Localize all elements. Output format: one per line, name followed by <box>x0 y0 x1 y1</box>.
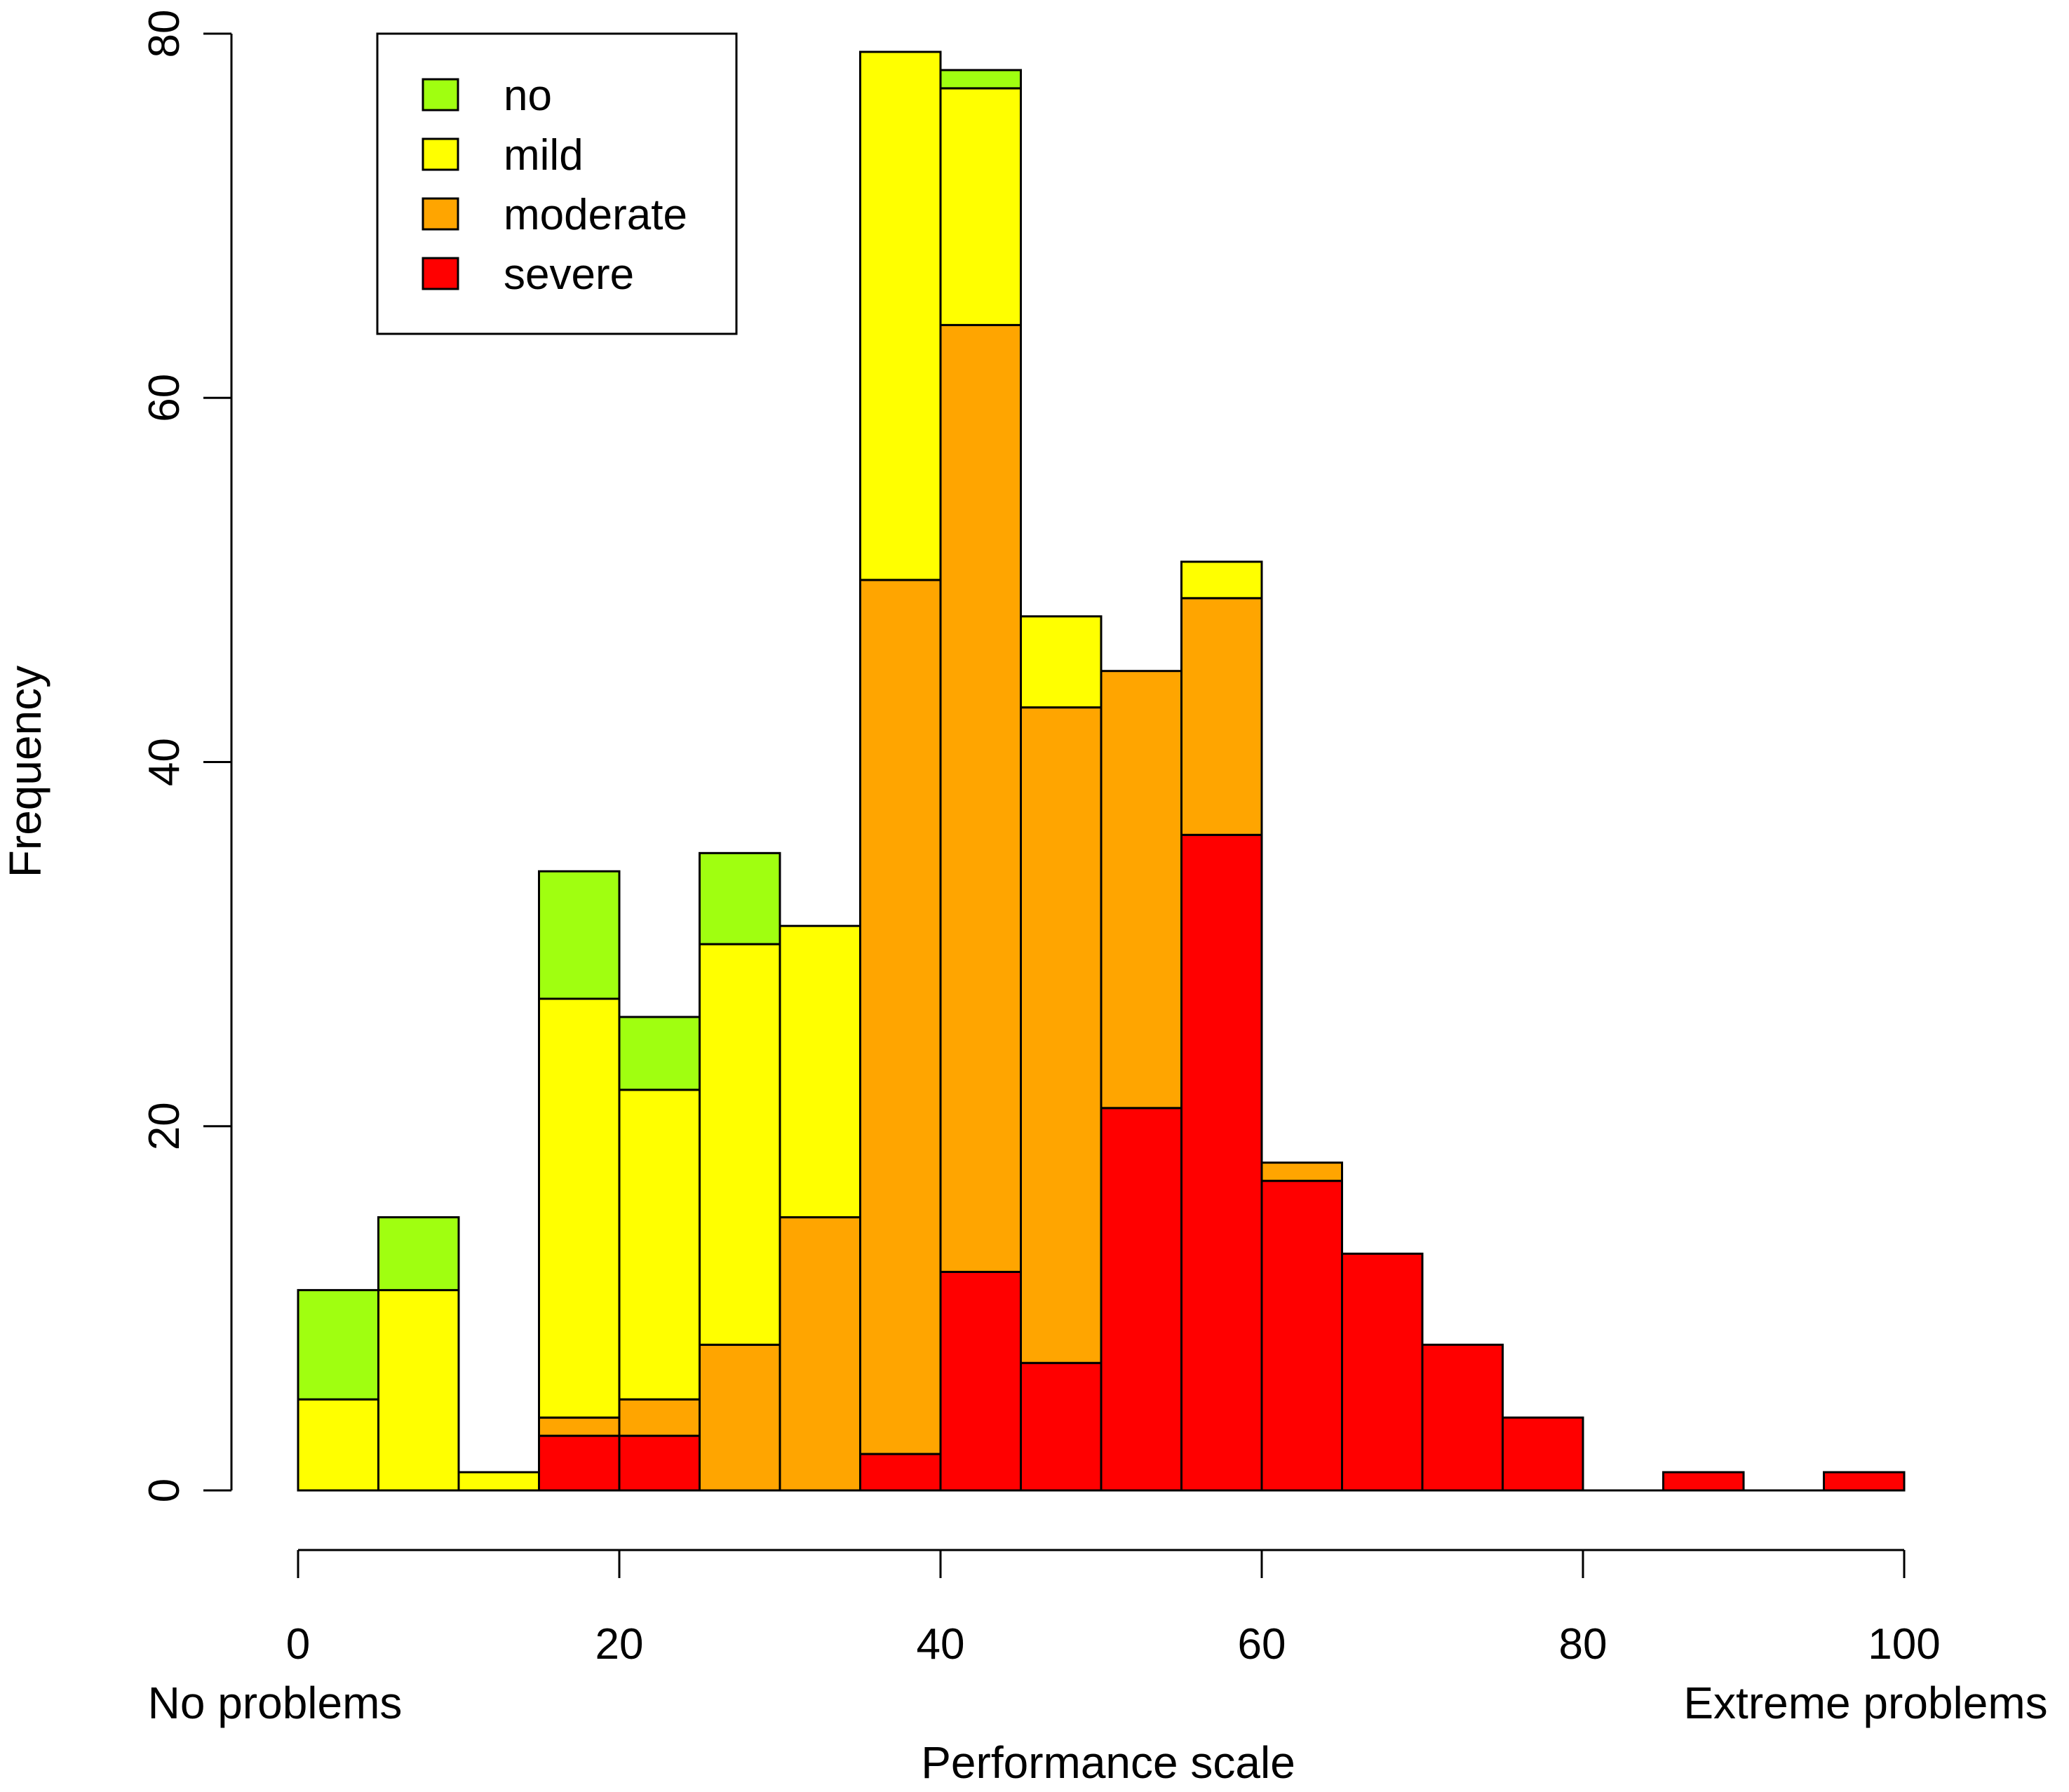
legend-label-moderate: moderate <box>504 191 687 239</box>
x-tick-label-60: 60 <box>1238 1620 1286 1669</box>
bar-severe-bin-45-50 <box>1020 1361 1103 1492</box>
bar-mild-bin-5-10 <box>377 1288 460 1492</box>
bar-severe-bin-55-60 <box>1180 833 1263 1492</box>
x-low-end-label: No problems <box>148 1678 403 1728</box>
bar-no-bin-15-20 <box>538 870 621 1000</box>
bar-severe-bin-95-100 <box>1823 1471 1906 1492</box>
y-tick-label-20: 20 <box>140 1102 189 1150</box>
legend-label-mild: mild <box>504 131 584 180</box>
bar-group <box>297 50 1906 1492</box>
bar-severe-bin-75-80 <box>1502 1416 1584 1492</box>
legend-swatch-no <box>422 78 459 112</box>
legend: no mild moderate severe <box>376 32 738 335</box>
bar-moderate-bin-30-35 <box>779 1216 861 1492</box>
legend-swatch-moderate <box>422 197 459 231</box>
y-axis: 0 20 40 60 80 <box>140 10 233 1502</box>
bar-moderate-bin-25-30 <box>699 1343 781 1492</box>
bar-mild-bin-10-15 <box>457 1471 540 1492</box>
legend-swatch-mild <box>422 137 459 171</box>
legend-swatch-severe <box>422 257 459 290</box>
bar-no-bin-0-5 <box>297 1288 379 1401</box>
legend-label-severe: severe <box>504 250 634 299</box>
bar-mild-bin-40-45 <box>939 87 1022 326</box>
bar-severe-bin-60-65 <box>1260 1180 1343 1492</box>
y-tick-label-40: 40 <box>140 738 189 786</box>
bar-mild-bin-20-25 <box>618 1089 701 1401</box>
x-tick-label-100: 100 <box>1868 1620 1940 1669</box>
bar-moderate-bin-15-20 <box>538 1416 621 1437</box>
bar-moderate-bin-55-60 <box>1180 597 1263 836</box>
legend-label-no: no <box>504 72 552 120</box>
x-tick-label-80: 80 <box>1559 1620 1608 1669</box>
bar-no-bin-5-10 <box>377 1216 460 1291</box>
bar-severe-bin-40-45 <box>939 1270 1022 1492</box>
bar-moderate-bin-50-55 <box>1100 670 1182 1110</box>
bar-no-bin-20-25 <box>618 1016 701 1091</box>
bar-severe-bin-65-70 <box>1341 1252 1424 1492</box>
x-tick-label-20: 20 <box>595 1620 644 1669</box>
x-axis: 0 20 40 60 80 100 <box>286 1549 1941 1669</box>
bar-moderate-bin-45-50 <box>1020 706 1103 1364</box>
bar-severe-bin-70-75 <box>1421 1343 1504 1492</box>
bar-severe-bin-85-90 <box>1662 1471 1745 1492</box>
y-tick-label-60: 60 <box>140 374 189 422</box>
bar-moderate-bin-60-65 <box>1260 1161 1343 1183</box>
bar-moderate-bin-35-40 <box>859 579 942 1455</box>
x-tick-label-40: 40 <box>917 1620 965 1669</box>
y-axis-label: Frequency <box>0 666 50 877</box>
x-axis-label: Performance scale <box>921 1737 1295 1788</box>
bar-no-bin-25-30 <box>699 851 781 945</box>
bar-mild-bin-15-20 <box>538 997 621 1419</box>
bar-moderate-bin-40-45 <box>939 323 1022 1273</box>
bar-severe-bin-20-25 <box>618 1434 701 1492</box>
bar-severe-bin-15-20 <box>538 1434 621 1492</box>
x-high-end-label: Extreme problems <box>1683 1678 2047 1728</box>
bar-mild-bin-45-50 <box>1020 615 1103 709</box>
bar-mild-bin-35-40 <box>859 50 942 581</box>
bar-moderate-bin-20-25 <box>618 1398 701 1437</box>
bar-mild-bin-0-5 <box>297 1398 379 1492</box>
bar-mild-bin-30-35 <box>779 924 861 1219</box>
bar-severe-bin-50-55 <box>1100 1107 1182 1492</box>
y-tick-label-0: 0 <box>140 1478 189 1502</box>
bar-mild-bin-25-30 <box>699 943 781 1346</box>
bar-no-bin-40-45 <box>939 69 1022 90</box>
y-tick-label-80: 80 <box>140 10 189 58</box>
bar-mild-bin-55-60 <box>1180 560 1263 600</box>
x-tick-label-0: 0 <box>286 1620 310 1669</box>
bar-severe-bin-35-40 <box>859 1453 942 1492</box>
